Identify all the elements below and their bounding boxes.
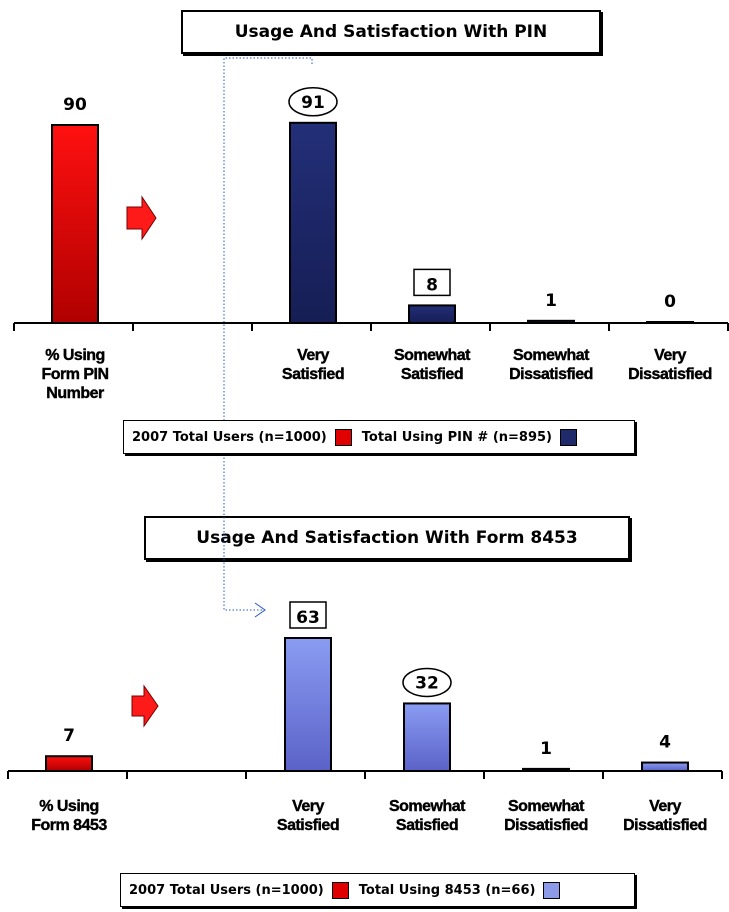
chart2-title: Usage And Satisfaction With Form 8453 <box>144 516 630 560</box>
legend2-item-1-swatch <box>543 881 561 899</box>
chart1-category-label-3: Somewhat Dissatisfied <box>489 346 613 384</box>
chart1-value-ellipse-1 <box>288 87 338 117</box>
chart1-bar-1 <box>289 121 337 324</box>
chart1-category-label-2: Somewhat Satisfied <box>370 346 494 384</box>
chart1-category-label-3-line-0: Somewhat <box>512 347 590 364</box>
chart2-category-label-0-line-1: Form 8453 <box>31 817 107 834</box>
arrow-icon-bottom <box>131 684 159 728</box>
legend2-item-1-label: Total Using 8453 (n=66) <box>358 882 536 898</box>
chart1-category-label-1-line-1: Satisfied <box>281 366 345 383</box>
legend1-item-1-swatch <box>559 428 577 446</box>
chart2-category-label-1-line-0: Very <box>292 798 325 815</box>
chart2-category-label-4-line-1: Dissatisfied <box>623 817 708 834</box>
chart1-value-label-3: 1 <box>545 291 557 311</box>
chart2-category-label-3-line-1: Dissatisfied <box>504 817 589 834</box>
chart2-bar-2 <box>403 702 451 773</box>
legend1-item-0-label: 2007 Total Users (n=1000) <box>132 429 327 445</box>
chart1-bar-0 <box>51 124 99 324</box>
chart2-category-label-4: Very Dissatisfied <box>603 797 727 835</box>
chart1-category-label-0-line-0: % Using <box>45 347 106 364</box>
chart2-value-label-1: 63 <box>296 608 320 628</box>
chart2-value-label-3: 1 <box>540 739 552 759</box>
chart2-category-label-4-line-0: Very <box>649 798 682 815</box>
chart1-category-label-1: Very Satisfied <box>251 346 375 384</box>
chart1-category-label-4-line-0: Very <box>654 347 687 364</box>
legend2-item-0-label: 2007 Total Users (n=1000) <box>129 882 324 898</box>
chart1-title: Usage And Satisfaction With PIN <box>181 10 601 54</box>
connector-arrowhead <box>254 602 266 618</box>
chart2-category-label-2-line-1: Satisfied <box>395 817 459 834</box>
chart1-bar-4 <box>646 321 694 324</box>
arrow-icon-top <box>126 195 157 241</box>
legend1-item-1-label: Total Using PIN # (n=895) <box>361 429 552 445</box>
chart2-category-label-1-line-1: Satisfied <box>276 817 340 834</box>
chart2-value-label-2: 32 <box>415 673 439 693</box>
chart2-category-label-0-line-0: % Using <box>39 798 100 815</box>
chart2-bar-1 <box>284 637 332 772</box>
chart2-category-label-1: Very Satisfied <box>246 797 370 835</box>
chart1-category-label-2-line-0: Somewhat <box>393 347 471 364</box>
chart2-bar-3 <box>522 767 570 773</box>
chart1-bar-3 <box>527 319 575 324</box>
legend1-item-0-swatch <box>334 428 352 446</box>
chart1-value-label-0: 90 <box>63 95 87 115</box>
chart2-value-label-0: 7 <box>63 726 75 746</box>
chart2-bar-4 <box>641 761 689 772</box>
chart1-category-label-1-line-0: Very <box>297 347 330 364</box>
chart1-bar-2 <box>408 304 456 324</box>
chart2-bar-0 <box>45 755 93 773</box>
chart1-category-label-3-line-1: Dissatisfied <box>509 366 594 383</box>
chart2-category-label-3: Somewhat Dissatisfied <box>484 797 608 835</box>
chart1-category-label-0-line-2: Number <box>46 385 104 402</box>
chart2-value-ellipse-2 <box>402 667 452 698</box>
chart1-category-label-4-line-1: Dissatisfied <box>628 366 713 383</box>
chart2-category-label-2: Somewhat Satisfied <box>365 797 489 835</box>
chart2-category-label-3-line-0: Somewhat <box>507 798 585 815</box>
chart1-value-label-4: 0 <box>664 292 676 312</box>
chart2-legend: 2007 Total Users (n=1000) Total Using 84… <box>120 873 635 907</box>
chart2-category-label-2-line-0: Somewhat <box>388 798 466 815</box>
chart2-value-box-1 <box>289 601 327 629</box>
chart1-value-label-1: 91 <box>301 93 325 113</box>
chart1-category-label-0-line-1: Form PIN <box>41 366 109 383</box>
chart1-category-label-0: % Using Form PIN Number <box>13 346 137 403</box>
legend2-item-0-swatch <box>331 881 349 899</box>
chart1-category-label-4: Very Dissatisfied <box>608 346 729 384</box>
chart1-category-label-2-line-1: Satisfied <box>400 366 464 383</box>
chart2-value-label-4: 4 <box>659 733 671 753</box>
chart1-legend: 2007 Total Users (n=1000) Total Using PI… <box>123 420 635 454</box>
connector-line <box>223 57 313 611</box>
chart2-category-label-0: % Using Form 8453 <box>7 797 131 835</box>
chart1-value-label-2: 8 <box>426 275 438 295</box>
chart1-value-box-2 <box>413 268 451 297</box>
